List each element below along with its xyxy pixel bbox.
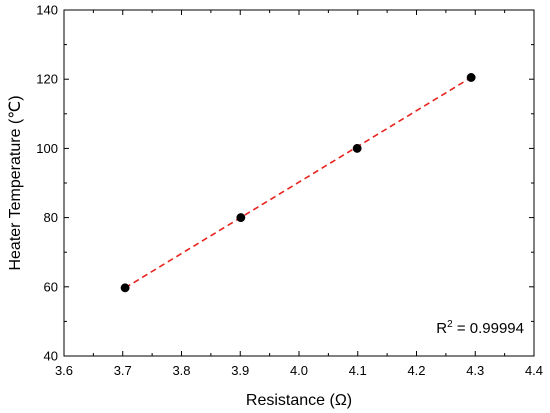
x-tick-label: 4.1 [349,363,367,378]
y-tick-label: 120 [36,72,58,87]
linear-fit-line [124,76,472,289]
y-axis-title: Heater Temperature (℃) [7,95,24,270]
x-tick-label: 3.7 [114,363,132,378]
data-points [120,73,476,293]
data-point [236,213,246,223]
y-tick-label: 60 [44,279,58,294]
x-tick-label: 4.4 [525,363,543,378]
y-tick-label: 80 [44,210,58,225]
x-tick-label: 4.0 [290,363,308,378]
plot-frame [63,9,535,357]
fit-line-group [124,76,472,289]
x-tick-label: 3.6 [55,363,73,378]
data-point [466,73,476,82]
y-axis-ticks: 40 60 80 100 120 140 [36,3,534,364]
r-squared-annotation: R2 = 0.99994 [436,319,524,337]
x-tick-label: 4.3 [466,363,484,378]
x-axis-ticks: 3.6 3.7 3.8 3.9 4.0 4.1 4.2 4.3 4.4 [55,10,543,378]
x-tick-label: 4.2 [407,363,425,378]
y-tick-label: 40 [44,349,58,364]
x-axis-title: Resistance (Ω) [246,392,352,409]
x-tick-label: 3.8 [172,363,190,378]
y-tick-label: 140 [36,3,58,18]
y-tick-label: 100 [36,141,58,156]
data-point [352,143,362,153]
x-tick-label: 3.9 [231,363,249,378]
data-point [120,283,130,293]
